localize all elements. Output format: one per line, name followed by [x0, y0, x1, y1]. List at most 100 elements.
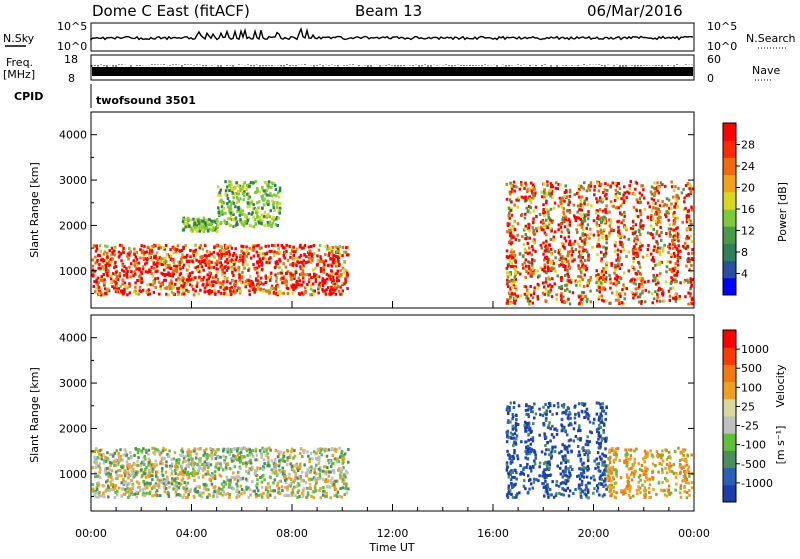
heatmap-cell	[540, 191, 543, 194]
heatmap-cell	[576, 231, 579, 234]
heatmap-cell	[193, 474, 196, 477]
heatmap-cell	[119, 469, 122, 472]
heatmap-cell	[186, 254, 189, 257]
heatmap-cell	[635, 223, 638, 226]
heatmap-cell	[191, 260, 194, 263]
heatmap-cell	[506, 183, 509, 186]
heatmap-cell	[192, 468, 195, 471]
heatmap-cell	[564, 274, 567, 277]
heatmap-cell	[130, 270, 133, 273]
heatmap-cell	[582, 250, 585, 253]
heatmap-cell	[273, 209, 276, 212]
heatmap-cell	[340, 273, 343, 276]
heatmap-cell	[605, 247, 608, 250]
power-ylabel: Slant Range [km]	[28, 162, 41, 258]
heatmap-cell	[582, 462, 585, 465]
heatmap-cell	[212, 477, 215, 480]
heatmap-cell	[672, 287, 675, 290]
heatmap-cell	[202, 225, 205, 228]
heatmap-cell	[225, 456, 228, 459]
heatmap-cell	[677, 233, 680, 236]
heatmap-cell	[97, 465, 100, 468]
heatmap-cell	[277, 247, 280, 250]
heatmap-cell	[636, 182, 639, 185]
heatmap-cell	[131, 487, 134, 490]
heatmap-cell	[513, 190, 516, 193]
heatmap-cell	[653, 297, 656, 300]
heatmap-cell	[654, 290, 657, 293]
heatmap-cell	[309, 249, 312, 252]
heatmap-cell	[632, 249, 635, 252]
heatmap-cell	[563, 260, 566, 263]
heatmap-cell	[608, 231, 611, 234]
heatmap-cell	[322, 494, 325, 497]
heatmap-cell	[171, 472, 174, 475]
heatmap-cell	[214, 256, 217, 259]
heatmap-cell	[247, 269, 250, 272]
heatmap-cell	[283, 451, 286, 454]
heatmap-cell	[586, 197, 589, 200]
heatmap-cell	[507, 265, 510, 268]
nsky-label: N.Sky	[3, 32, 35, 45]
heatmap-cell	[92, 488, 95, 491]
colorbar-segment	[723, 278, 736, 296]
heatmap-cell	[509, 229, 512, 232]
heatmap-cell	[675, 227, 678, 230]
heatmap-cell	[577, 216, 580, 219]
heatmap-cell	[265, 486, 268, 489]
heatmap-cell	[589, 279, 592, 282]
heatmap-cell	[171, 259, 174, 262]
heatmap-cell	[129, 291, 132, 294]
heatmap-cell	[212, 284, 215, 287]
heatmap-cell	[232, 218, 235, 221]
heatmap-cell	[126, 293, 129, 296]
heatmap-cell	[620, 250, 623, 253]
heatmap-cell	[669, 261, 672, 264]
heatmap-cell	[182, 461, 185, 464]
heatmap-cell	[222, 455, 225, 458]
heatmap-cell	[237, 190, 240, 193]
heatmap-cell	[177, 277, 180, 280]
heatmap-cell	[528, 488, 531, 491]
heatmap-cell	[595, 197, 598, 200]
heatmap-cell	[531, 253, 534, 256]
heatmap-cell	[127, 463, 130, 466]
heatmap-cell	[345, 251, 348, 254]
heatmap-cell	[278, 465, 281, 468]
heatmap-cell	[124, 282, 127, 285]
heatmap-cell	[690, 206, 693, 209]
heatmap-cell	[652, 267, 655, 270]
heatmap-cell	[577, 243, 580, 246]
heatmap-cell	[614, 264, 617, 267]
heatmap-cell	[181, 293, 184, 296]
heatmap-cell	[157, 258, 160, 261]
heatmap-cell	[95, 466, 98, 469]
heatmap-cell	[651, 209, 654, 212]
heatmap-cell	[265, 277, 268, 280]
heatmap-cell	[328, 246, 331, 249]
heatmap-cell	[92, 466, 95, 469]
heatmap-cell	[515, 418, 518, 421]
heatmap-cell	[279, 209, 282, 212]
heatmap-cell	[333, 289, 336, 292]
heatmap-cell	[305, 472, 308, 475]
heatmap-cell	[509, 193, 512, 196]
heatmap-cell	[135, 292, 138, 295]
heatmap-cell	[578, 280, 581, 283]
heatmap-cell	[206, 453, 209, 456]
heatmap-cell	[229, 217, 232, 220]
heatmap-cell	[176, 477, 179, 480]
heatmap-cell	[590, 431, 593, 434]
heatmap-cell	[109, 249, 112, 252]
heatmap-cell	[154, 494, 157, 497]
heatmap-cell	[174, 451, 177, 454]
heatmap-cell	[146, 486, 149, 489]
heatmap-cell	[237, 479, 240, 482]
heatmap-cell	[154, 255, 157, 258]
heatmap-cell	[239, 467, 242, 470]
heatmap-cell	[142, 265, 145, 268]
heatmap-cell	[308, 246, 311, 249]
heatmap-cell	[151, 470, 154, 473]
heatmap-cell	[677, 239, 680, 242]
heatmap-cell	[147, 246, 150, 249]
